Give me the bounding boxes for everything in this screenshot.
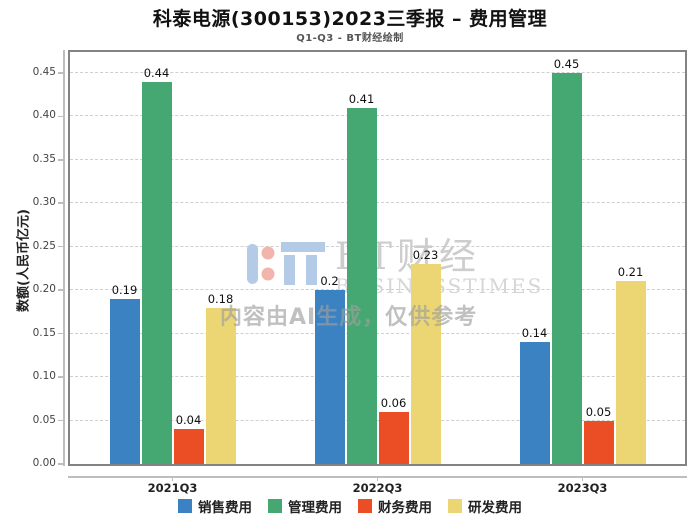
chart-title: 科泰电源(300153)2023三季报 – 费用管理 [152,8,548,30]
legend-swatch-icon [358,499,372,513]
bar-value-label: 0.04 [175,413,202,428]
y-tick-label: 0.30 [32,196,56,209]
x-tick-mark [581,476,584,481]
gridline [70,245,685,247]
bar-group-2021Q3: 0.19 0.44 0.04 0.18 [70,52,275,464]
legend: 销售费用 管理费用 财务费用 研发费用 [0,496,700,516]
y-tick-mark [58,245,63,248]
bar-value-label: 0.18 [207,291,234,306]
bar-value-label: 0.19 [111,282,138,297]
bar-财务费用-2022Q3: 0.06 [378,396,409,464]
chart-subtitle: Q1-Q3 - BT财经绘制 [296,33,404,44]
bar-销售费用-2023Q3: 0.14 [519,326,550,464]
x-tick-mark [171,476,174,481]
gridline [70,332,685,334]
y-tick-mark [58,376,63,378]
legend-item-研发费用: 研发费用 [448,496,522,516]
y-tick-mark [58,72,63,74]
bar-管理费用-2021Q3: 0.44 [141,66,172,464]
x-tick-label-2022Q3: 2022Q3 [352,481,403,495]
y-tick-label: 0.10 [32,370,56,383]
gridline [70,115,685,117]
y-tick-label: 0.40 [32,109,56,122]
bar-value-label: 0.21 [617,265,644,280]
gridline [70,376,685,378]
bar-value-label: 0.06 [380,395,407,410]
legend-label: 管理费用 [288,500,342,516]
y-tick-mark [58,463,63,465]
bar-管理费用-2023Q3: 0.45 [551,57,582,464]
y-axis-spine [63,50,65,466]
legend-swatch-icon [268,499,282,513]
y-tick-label: 0.00 [32,457,56,469]
gridline [70,71,685,73]
bar-value-label: 0.45 [553,56,580,71]
legend-item-管理费用: 管理费用 [268,496,342,516]
legend-label: 研发费用 [468,500,522,516]
x-tick-label-2021Q3: 2021Q3 [147,481,198,495]
x-tick-label-2023Q3: 2023Q3 [557,481,608,495]
bar-value-label: 0.44 [143,65,170,80]
y-tick-mark [58,159,63,161]
y-tick-label: 0.15 [32,326,56,339]
bar-财务费用-2021Q3: 0.04 [173,413,204,464]
y-tick-mark [58,289,63,291]
legend-swatch-icon [448,499,462,513]
bar-value-label: 0.14 [521,326,548,341]
plot-area: BT财经 BUSINESSTIMES 内容由AI生成，仅供参考 0.190.44… [68,50,687,466]
legend-label: 财务费用 [378,500,432,516]
legend-item-财务费用: 财务费用 [358,496,432,516]
y-tick-mark [58,419,63,422]
y-tick-label: 0.20 [32,283,56,296]
bar-value-label: 0.2 [320,274,339,289]
bar-财务费用-2023Q3: 0.05 [583,405,614,464]
bar-value-label: 0.41 [348,91,375,106]
bar-销售费用-2021Q3: 0.19 [109,283,140,464]
bar-研发费用-2022Q3: 0.23 [410,248,441,464]
gridline [70,419,685,421]
gridline [70,202,685,204]
x-tick-mark [376,476,379,481]
bar-group-2023Q3: 0.14 0.45 0.05 0.21 [480,52,685,464]
bar-group-2022Q3: 0.2 0.41 0.06 0.23 [275,52,480,464]
gridline [70,158,685,160]
bar-销售费用-2022Q3: 0.2 [314,274,345,464]
legend-label: 销售费用 [198,500,252,516]
y-tick-label: 0.45 [32,65,56,78]
y-tick-mark [58,115,63,118]
legend-item-销售费用: 销售费用 [178,496,252,516]
y-tick-mark [58,202,63,204]
y-tick-label: 0.05 [32,413,56,426]
bar-研发费用-2023Q3: 0.21 [615,265,646,464]
y-tick-label: 0.25 [32,239,56,252]
y-tick-label: 0.35 [32,152,56,165]
legend-swatch-icon [178,499,192,513]
y-tick-mark [58,332,63,335]
gridline [70,289,685,291]
bar-管理费用-2022Q3: 0.41 [346,92,377,464]
bar-value-label: 0.23 [412,248,439,263]
bar-研发费用-2021Q3: 0.18 [205,292,236,464]
bar-value-label: 0.05 [585,404,612,419]
